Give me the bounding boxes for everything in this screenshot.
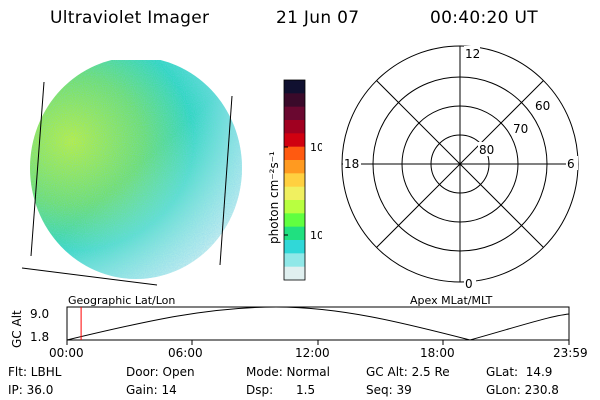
glon-info: GLon: 230.8	[486, 383, 559, 397]
dsp-info: Dsp: 1.5	[246, 383, 316, 397]
colorbar-swatch	[284, 266, 305, 281]
colorbar-tick-100: 100	[310, 141, 322, 154]
xtick-0600: 06:00	[168, 346, 203, 360]
colorbar-tick-10: 10	[310, 229, 322, 242]
time-label: 00:40:20 UT	[430, 8, 538, 28]
door-info: Door: Open	[126, 365, 195, 379]
mlt-label-6: 6	[567, 157, 575, 171]
mlat-label-70: 70	[513, 122, 528, 136]
mlt-label-0: 0	[465, 277, 473, 291]
mlat-label-60: 60	[535, 99, 550, 113]
strip-axis-label: GC Alt	[10, 310, 24, 348]
colorbar-scale	[284, 80, 305, 281]
xtick-1200: 12:00	[295, 346, 330, 360]
colorbar-swatch	[284, 213, 305, 228]
colorbar-swatch	[284, 160, 305, 174]
strip-ytick-high: 9.0	[30, 307, 49, 321]
mlat-label-80: 80	[479, 143, 494, 157]
colorbar-swatch	[284, 133, 305, 148]
mode-info: Mode: Normal	[246, 365, 330, 379]
mlt-label-12: 12	[465, 47, 480, 61]
colorbar-swatch	[284, 173, 305, 188]
ip-info: IP: 36.0	[8, 383, 54, 397]
xtick-0000: 00:00	[49, 346, 84, 360]
colorbar-swatch	[284, 253, 305, 268]
colorbar-swatch	[284, 186, 305, 201]
date-label: 21 Jun 07	[276, 8, 360, 28]
xtick-2359: 23:59	[553, 346, 588, 360]
gain-info: Gain: 14	[126, 383, 177, 397]
seq-info: Seq: 39	[366, 383, 412, 397]
colorbar-swatch	[284, 106, 305, 121]
mlt-label-18: 18	[344, 157, 359, 171]
filter-info: Flt: LBHL	[8, 365, 62, 379]
colorbar-swatch	[284, 93, 305, 108]
colorbar-swatch	[284, 226, 305, 241]
colorbar-swatch	[284, 240, 305, 254]
colorbar: 100 10 photon cm⁻²s⁻¹	[267, 79, 322, 281]
colorbar-swatch	[284, 120, 305, 134]
xtick-1800: 18:00	[420, 346, 455, 360]
geographic-label: Geographic Lat/Lon	[68, 294, 176, 307]
colorbar-swatch	[284, 80, 305, 94]
altitude-curve	[66, 306, 570, 341]
gc-alt-info: GC Alt: 2.5 Re	[366, 365, 450, 379]
altitude-strip-chart: 9.0 1.8 GC Alt	[10, 306, 570, 348]
uv-earth-image	[21, 60, 242, 286]
polar-plot: 12 0 18 6 60 70 80	[341, 45, 579, 291]
app-title: Ultraviolet Imager	[50, 8, 210, 28]
strip-ytick-low: 1.8	[30, 330, 49, 344]
colorbar-swatch	[284, 200, 305, 214]
colorbar-swatch	[284, 146, 305, 161]
apex-label: Apex MLat/MLT	[410, 294, 493, 307]
colorbar-unit-label: photon cm⁻²s⁻¹	[267, 151, 281, 244]
glat-info: GLat: 14.9	[486, 365, 553, 379]
